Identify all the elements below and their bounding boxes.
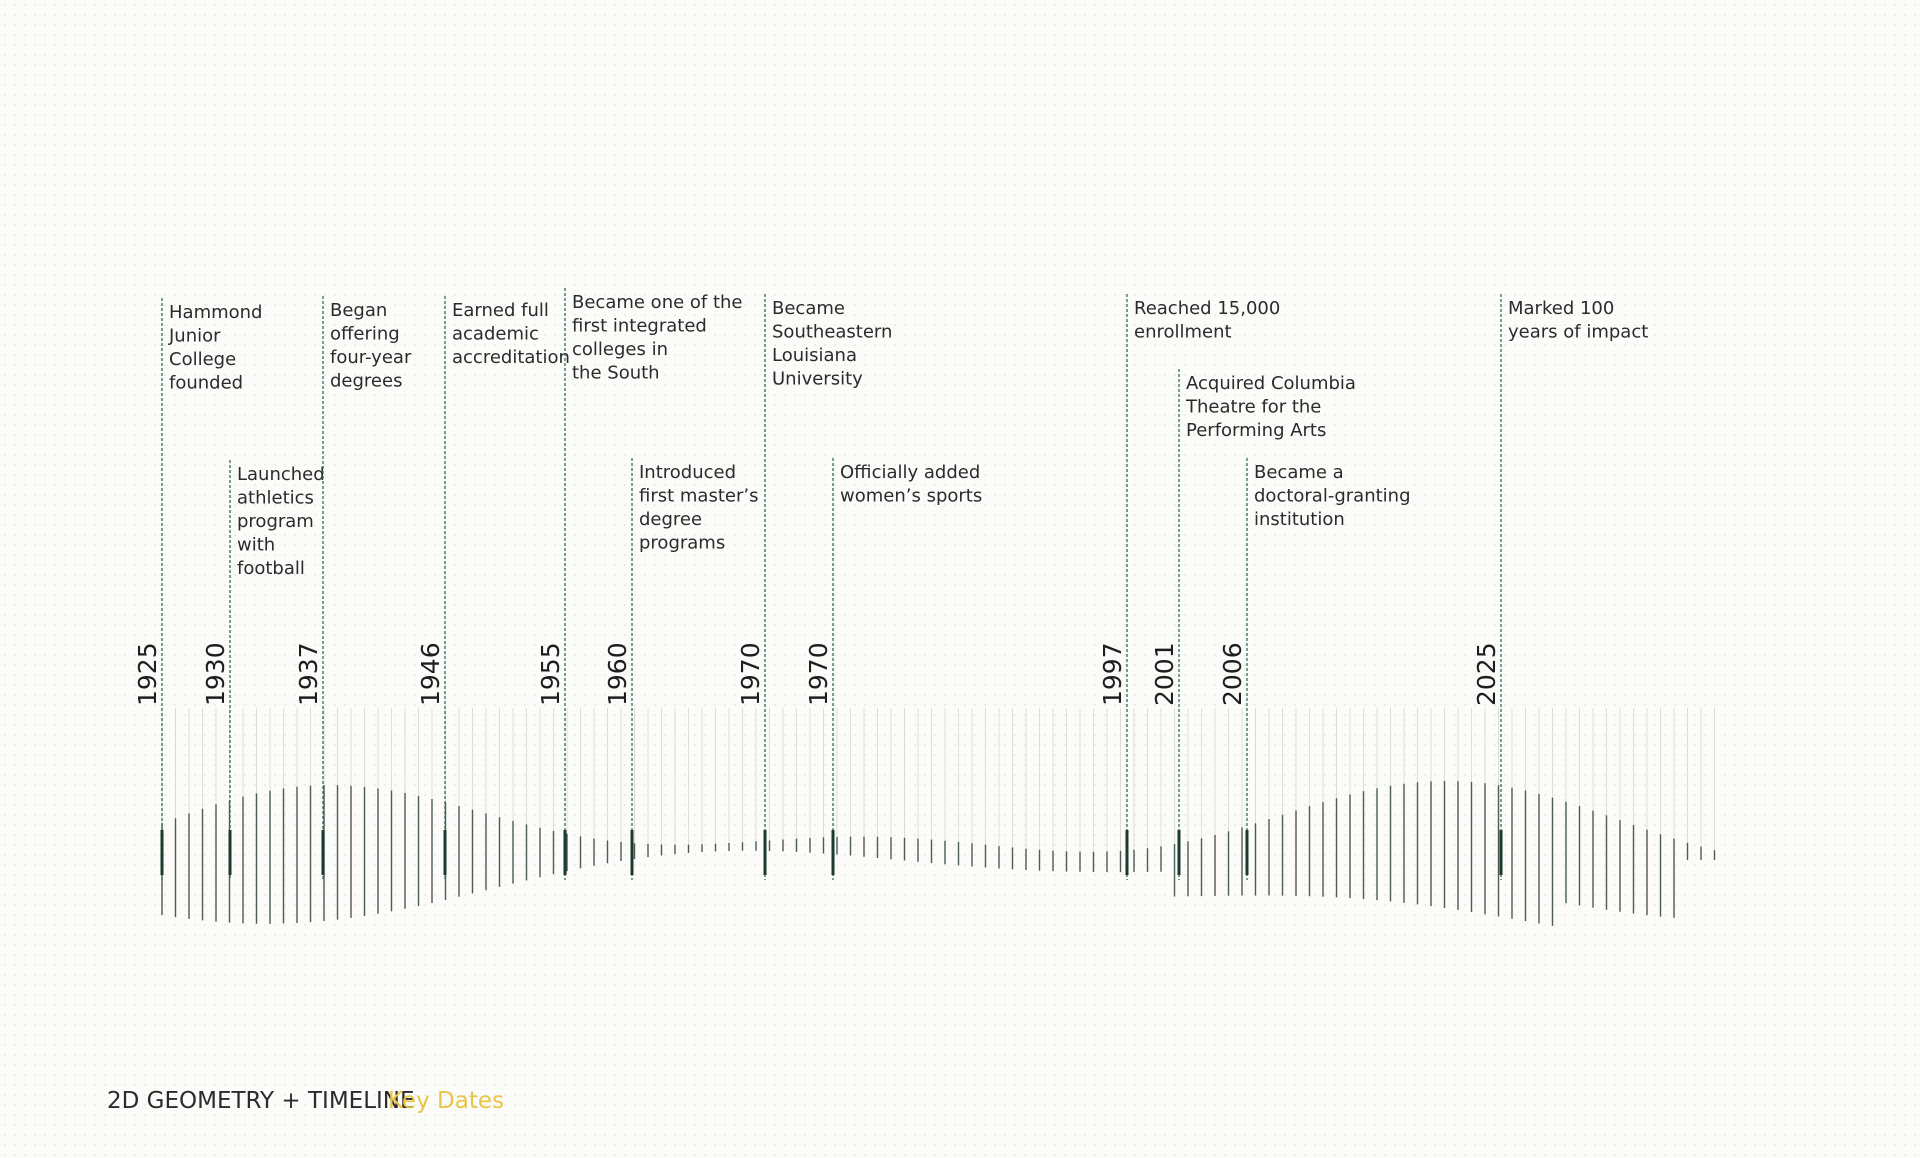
- event-label: academic: [452, 324, 539, 345]
- event-label: first master’s: [639, 486, 758, 507]
- event-label: colleges in: [572, 339, 668, 360]
- footer-subtitle: Key Dates: [388, 1088, 504, 1114]
- event-label: years of impact: [1508, 322, 1648, 343]
- wave-bars: [161, 708, 1716, 926]
- event: 1970 Officially added women’s sports: [804, 458, 982, 880]
- event-year: 1960: [603, 642, 632, 706]
- event-label: Acquired Columbia: [1186, 373, 1356, 394]
- event-label: enrollment: [1134, 322, 1232, 343]
- event-label: Junior: [168, 326, 221, 347]
- event-label: first integrated: [572, 316, 707, 337]
- event-label: Began: [330, 300, 387, 321]
- event-marker: [763, 830, 767, 875]
- event-year: 1937: [294, 642, 323, 706]
- event-label: offering: [330, 324, 400, 345]
- event-label: program: [237, 511, 314, 532]
- event-label: Theatre for the: [1185, 397, 1321, 418]
- event-label: institution: [1254, 509, 1345, 530]
- event-marker: [563, 830, 567, 875]
- event: 2001 Acquired Columbia Theatre for thePerf…: [1150, 369, 1356, 880]
- event-year: 1970: [804, 642, 833, 706]
- event-label: football: [237, 558, 305, 579]
- event-year: 1970: [736, 642, 765, 706]
- event-marker: [1245, 830, 1249, 875]
- event-year: 2025: [1472, 642, 1501, 706]
- event-label: Became a: [1254, 462, 1344, 483]
- event-label: founded: [169, 373, 243, 394]
- event-marker: [1177, 830, 1181, 875]
- event-label: University: [772, 369, 863, 390]
- event-year: 1930: [201, 642, 230, 706]
- event-label: the South: [572, 363, 660, 384]
- event-marker: [160, 830, 164, 875]
- event-label: with: [237, 535, 275, 556]
- event-year: 2001: [1150, 642, 1179, 706]
- event-label: programs: [639, 533, 725, 554]
- event-label: College: [169, 349, 236, 370]
- event-marker: [1125, 830, 1129, 875]
- event-label: Introduced: [639, 462, 736, 483]
- event-year: 2006: [1218, 642, 1247, 706]
- event-label: Became: [772, 298, 845, 319]
- event-year: 1946: [416, 642, 445, 706]
- event-marker: [630, 830, 634, 875]
- event-year: 1925: [133, 642, 162, 706]
- event: 2025 Marked 100 years of impact: [1472, 294, 1648, 880]
- event-label: four-year: [330, 347, 412, 368]
- event-marker: [228, 830, 232, 875]
- event-label: accreditation: [452, 347, 570, 368]
- event-marker: [321, 830, 325, 875]
- event: 1997 Reached 15,000 enrollment: [1098, 294, 1280, 880]
- event-year: 1955: [536, 642, 565, 706]
- event-year: 1997: [1098, 642, 1127, 706]
- event-label: Southeastern: [772, 322, 892, 343]
- event-label: women’s sports: [840, 486, 982, 507]
- event-label: doctoral-granting: [1254, 486, 1411, 507]
- event-label: Reached 15,000: [1134, 298, 1280, 319]
- event-marker: [443, 830, 447, 875]
- event-label: Louisiana: [772, 345, 857, 366]
- event-marker: [831, 830, 835, 875]
- event-label: degrees: [330, 371, 402, 392]
- event-label: degree: [639, 509, 702, 530]
- event-label: Launched: [237, 464, 325, 485]
- event-label: Performing Arts: [1186, 420, 1326, 441]
- event-label: Became one of the: [572, 292, 743, 313]
- event-label: Officially added: [840, 462, 980, 483]
- event-label: Marked 100: [1508, 298, 1614, 319]
- event: 1955 Became one of the first integratedcol…: [536, 288, 743, 880]
- event-marker: [1499, 830, 1503, 875]
- event-label: athletics: [237, 488, 314, 509]
- event-label: Earned full: [452, 300, 549, 321]
- event-label: Hammond: [169, 302, 262, 323]
- footer-title: 2D GEOMETRY + TIMELINE: [107, 1088, 415, 1114]
